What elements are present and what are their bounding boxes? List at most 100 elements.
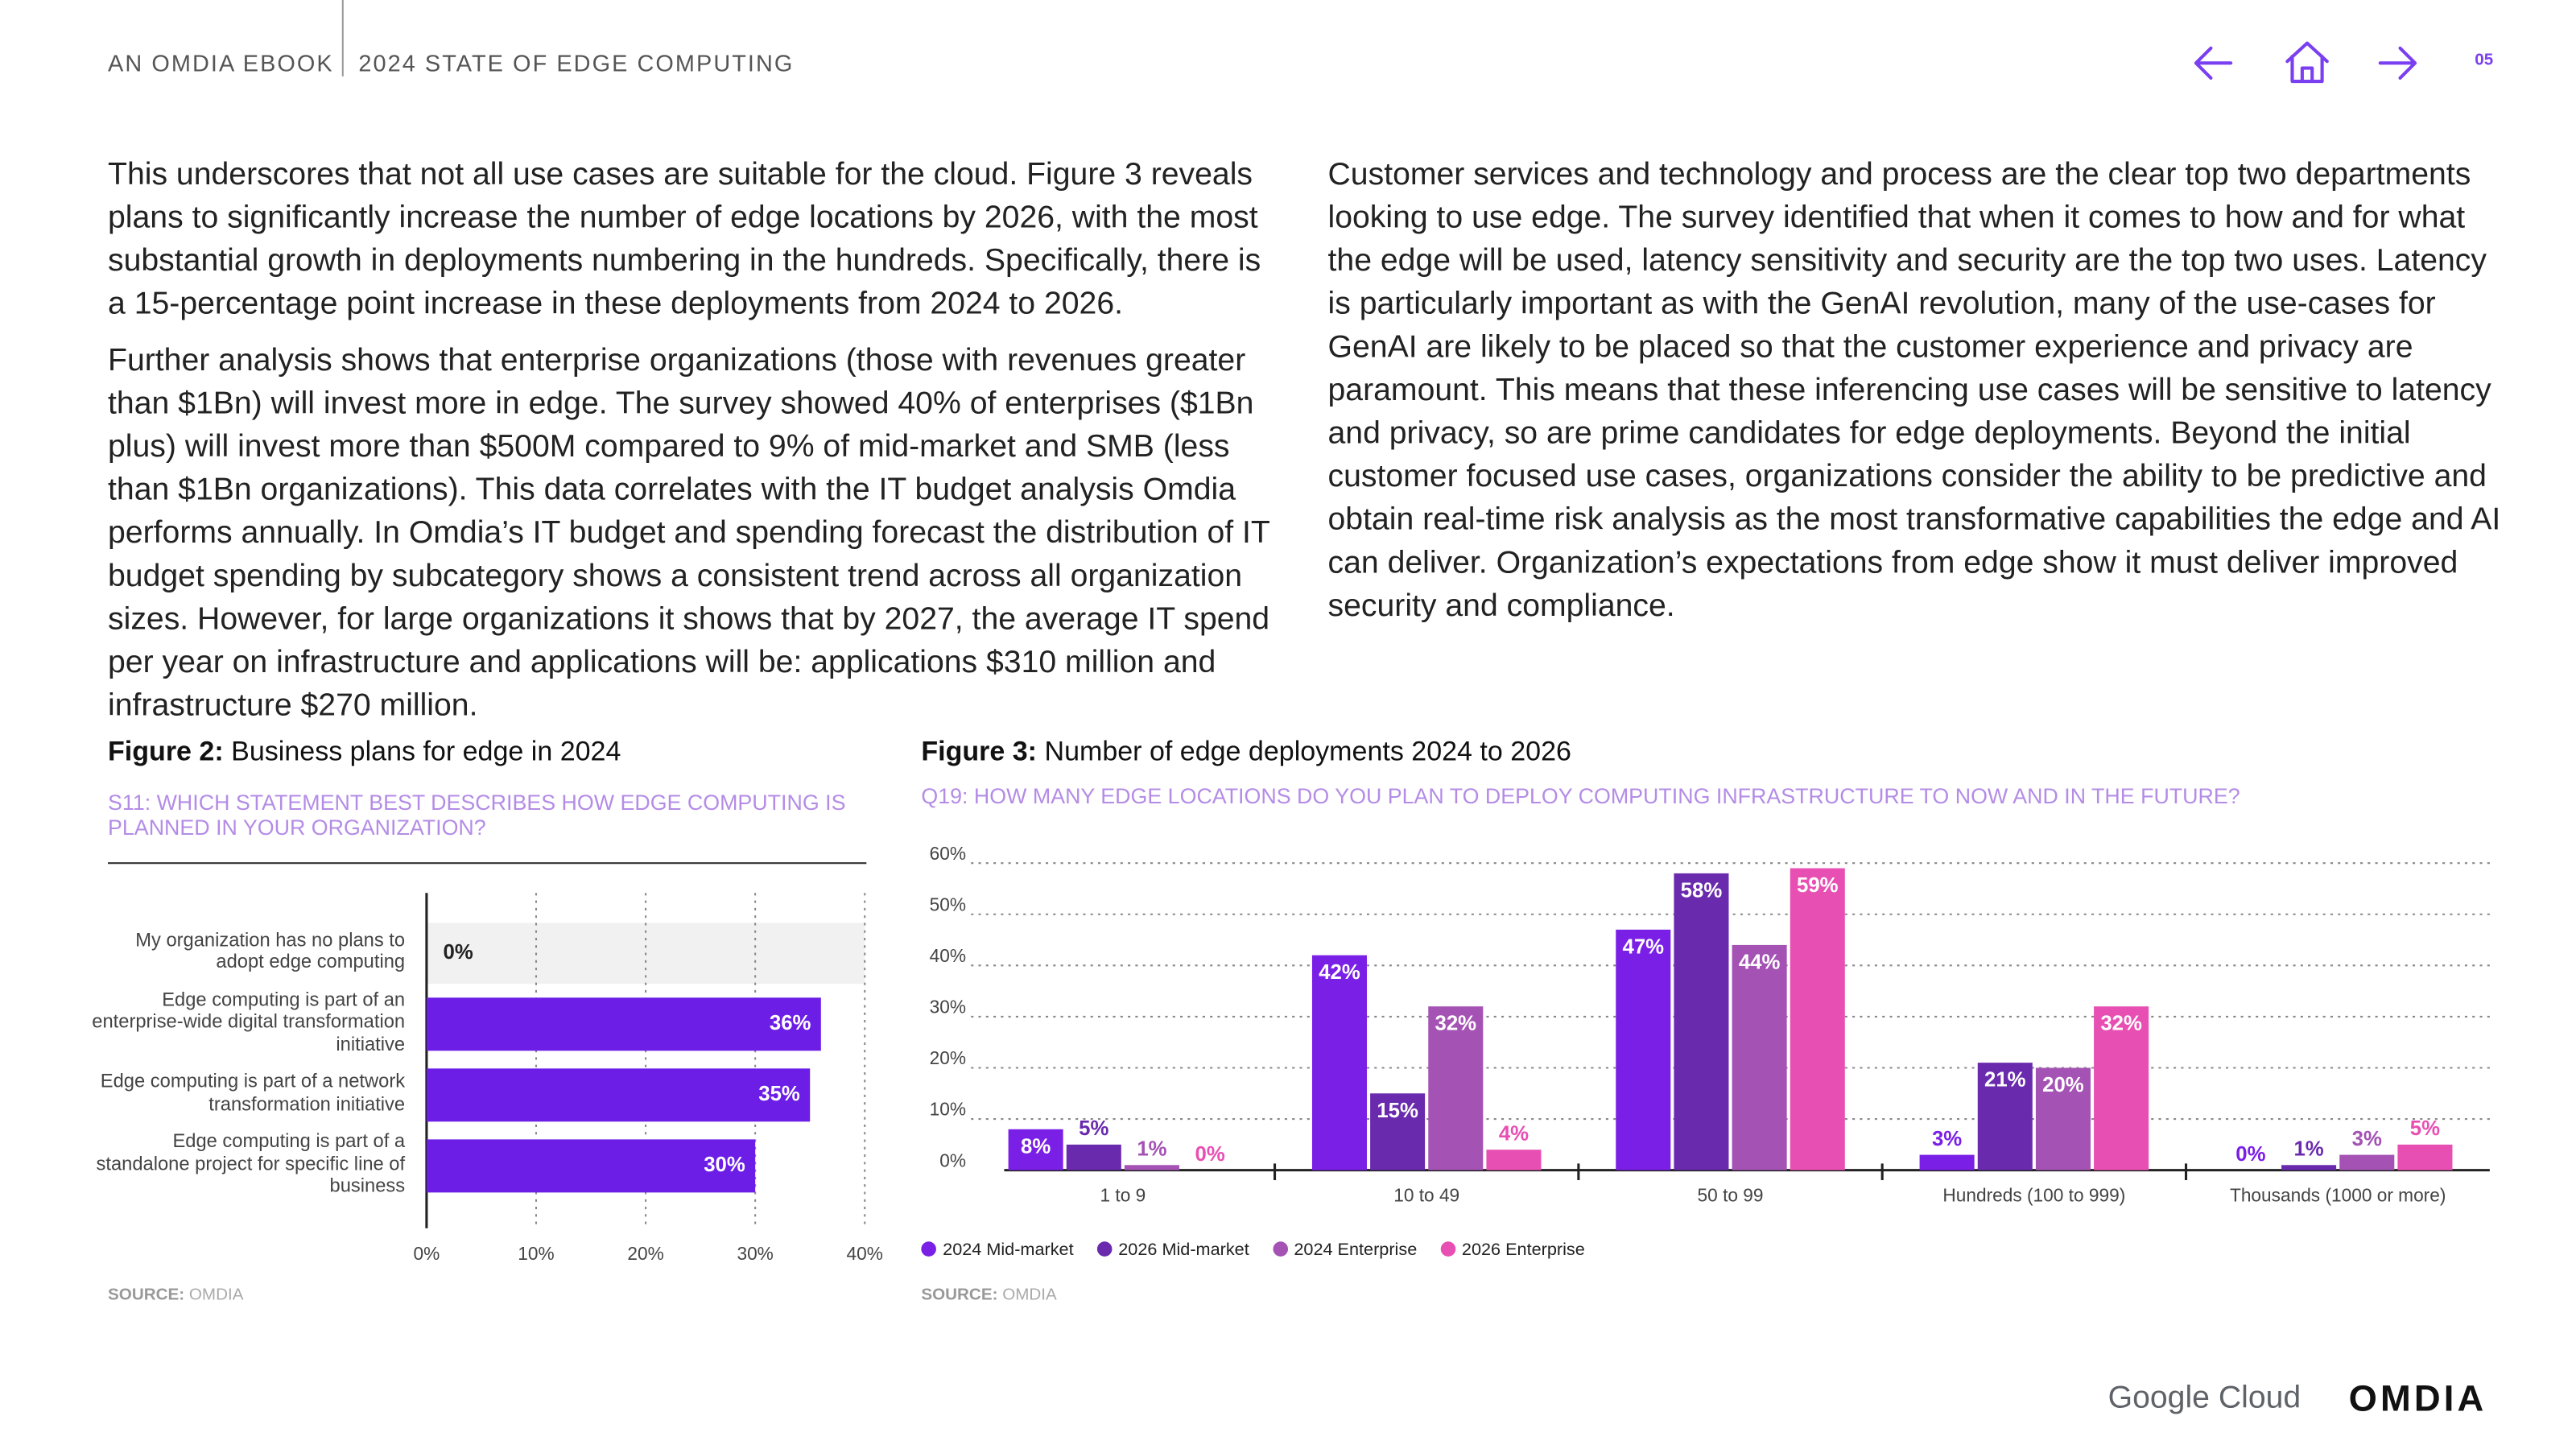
value-label: 58% xyxy=(1681,879,1723,902)
legend-swatch xyxy=(921,1241,936,1257)
x-tick-label: Hundreds (100 to 999) xyxy=(1942,1185,2125,1206)
legend-swatch xyxy=(1272,1241,1288,1257)
y-tick-label: 60% xyxy=(930,843,966,864)
category-label: Edge computing is part of an enterprise-… xyxy=(92,990,406,1055)
bar xyxy=(1486,1150,1542,1170)
bar xyxy=(2281,1165,2337,1170)
y-tick-label: 30% xyxy=(930,997,966,1018)
divider xyxy=(341,0,344,76)
x-tick-label: 50 to 99 xyxy=(1698,1185,1764,1206)
source-name: OMDIA xyxy=(188,1286,244,1305)
value-label: 59% xyxy=(1797,874,1839,897)
y-tick-label: 50% xyxy=(930,894,966,914)
chart-subtitle: Q19: HOW MANY EDGE LOCATIONS DO YOU PLAN… xyxy=(921,783,2240,809)
page-number: 05 xyxy=(2475,51,2494,70)
left-column: This underscores that not all use cases … xyxy=(108,155,1286,742)
bar xyxy=(1732,944,1787,1170)
value-label: 35% xyxy=(758,1083,800,1105)
paragraph: Further analysis shows that enterprise o… xyxy=(108,343,1270,724)
bar xyxy=(1311,955,1367,1170)
source-name: OMDIA xyxy=(1002,1286,1057,1305)
value-label: 30% xyxy=(704,1154,745,1176)
y-tick-label: 10% xyxy=(930,1099,966,1120)
legend-swatch xyxy=(1440,1241,1455,1257)
x-tick-label: 40% xyxy=(847,1243,883,1264)
legend: 2024 Mid-market 2026 Mid-market 2024 Enter… xyxy=(921,1240,1585,1260)
bar xyxy=(426,1068,811,1122)
bar xyxy=(426,997,821,1051)
x-tick-label: 30% xyxy=(737,1243,773,1264)
x-tick-label: Thousands (1000 or more) xyxy=(2230,1185,2446,1206)
source: SOURCE: OMDIA xyxy=(108,1286,243,1305)
value-label: 36% xyxy=(770,1012,811,1034)
source-label: SOURCE: xyxy=(921,1286,998,1305)
legend-item: 2024 Enterprise xyxy=(1272,1240,1418,1260)
value-label: 3% xyxy=(2352,1128,2382,1150)
y-tick-label: 0% xyxy=(939,1150,966,1170)
legend-label: 2024 Enterprise xyxy=(1294,1240,1418,1260)
publisher: AN OMDIA EBOOK xyxy=(108,49,334,76)
x-tick-label: 10 to 49 xyxy=(1393,1185,1459,1206)
bar xyxy=(1370,1093,1426,1170)
next-button[interactable] xyxy=(2378,46,2417,80)
figure-title: Figure 3: Number of edge deployments 202… xyxy=(921,737,1571,768)
source: SOURCE: OMDIA xyxy=(921,1286,1056,1305)
bar xyxy=(2035,1067,2091,1170)
right-column: Customer services and technology and pro… xyxy=(1328,155,2507,642)
value-label: 5% xyxy=(1079,1117,1108,1140)
bar xyxy=(2397,1144,2453,1170)
value-label: 8% xyxy=(1021,1135,1051,1158)
chart-title: Number of edge deployments 2024 to 2026 xyxy=(1044,737,1571,767)
y-tick-label: 20% xyxy=(930,1047,966,1068)
x-tick-label: 0% xyxy=(414,1243,440,1264)
legend-label: 2026 Enterprise xyxy=(1461,1240,1585,1260)
value-label: 1% xyxy=(1137,1138,1166,1161)
legend-swatch xyxy=(1096,1241,1113,1257)
category-label: My organization has no plans to adopt ed… xyxy=(135,931,406,973)
category-label: Edge computing is part of a standalone p… xyxy=(96,1132,406,1198)
legend-item: 2026 Enterprise xyxy=(1440,1240,1585,1260)
legend-label: 2024 Mid-market xyxy=(943,1240,1074,1260)
value-label: 20% xyxy=(2042,1074,2084,1096)
category-label: Edge computing is part of a network tran… xyxy=(100,1072,406,1116)
source-label: SOURCE: xyxy=(108,1286,185,1305)
legend-label: 2026 Mid-market xyxy=(1118,1240,1249,1260)
chart-title: Business plans for edge in 2024 xyxy=(231,737,621,767)
legend-item: 2026 Mid-market xyxy=(1096,1240,1249,1260)
home-button[interactable] xyxy=(2285,41,2329,84)
value-label: 42% xyxy=(1319,961,1360,984)
value-label: 0% xyxy=(1195,1143,1225,1166)
bar xyxy=(2339,1154,2395,1170)
paragraph: This underscores that not all use cases … xyxy=(108,157,1261,323)
legend-item: 2024 Mid-market xyxy=(921,1240,1074,1260)
value-label: 0% xyxy=(444,941,473,964)
chart-subtitle: S11: WHICH STATEMENT BEST DESCRIBES HOW … xyxy=(108,790,846,840)
bar xyxy=(1674,873,1729,1170)
value-label: 0% xyxy=(2235,1143,2265,1166)
x-tick-label: 1 to 9 xyxy=(1100,1185,1146,1206)
value-label: 32% xyxy=(1435,1013,1476,1035)
prev-button[interactable] xyxy=(2194,46,2233,80)
value-label: 32% xyxy=(2100,1013,2142,1035)
bar xyxy=(1066,1144,1121,1170)
ebook-title: 2024 STATE OF EDGE COMPUTING xyxy=(358,49,795,76)
bar xyxy=(1790,868,1845,1170)
logo-omdia: OMDIA xyxy=(2348,1377,2487,1419)
x-tick-label: 10% xyxy=(518,1243,554,1264)
bar xyxy=(1428,1006,1484,1170)
bar xyxy=(1977,1063,2033,1170)
y-tick-label: 40% xyxy=(930,945,966,966)
bar xyxy=(1919,1154,1975,1170)
bar xyxy=(1124,1165,1179,1170)
value-label: 15% xyxy=(1377,1100,1418,1122)
value-label: 21% xyxy=(1984,1069,2026,1092)
value-label: 4% xyxy=(1499,1122,1529,1145)
bar xyxy=(426,1139,756,1193)
value-label: 44% xyxy=(1739,951,1781,973)
logo-google-cloud: Google Cloud xyxy=(2107,1381,2301,1416)
value-label: 3% xyxy=(1932,1128,1962,1150)
bar xyxy=(1616,929,1671,1170)
value-label: 5% xyxy=(2410,1117,2440,1140)
